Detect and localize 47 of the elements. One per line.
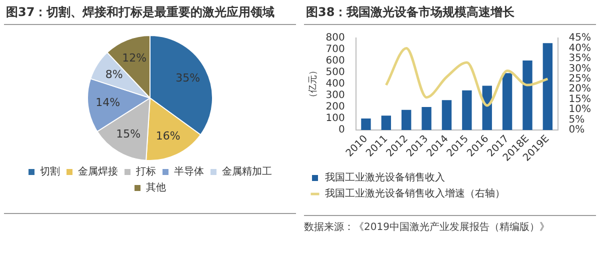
legend-label: 我国工业激光设备销售收入 [325,172,445,184]
y-tick-label: 600 [326,56,345,67]
legend-label: 其他 [146,182,166,194]
y-tick-label: 400 [326,78,345,90]
bar [462,90,472,130]
chart-title: 图37：切割、焊接和打标是最重要的激光应用领域 [4,0,296,25]
bar [542,43,553,130]
y-tick-label: 100 [326,113,345,124]
data-label: 35% [176,72,200,85]
legend-label: 金属焊接 [78,166,118,178]
bar [422,107,432,130]
bar [402,110,412,130]
y-tick-label: 0 [338,124,345,136]
y2-tick-label: 5% [568,114,585,126]
line-series [384,46,549,107]
y2-tick-label: 20% [568,84,592,95]
y-tick-label: 200 [326,102,345,113]
y2-tick-label: 30% [568,63,592,74]
y2-tick-label: 35% [568,53,592,64]
y-tick-label: 700 [326,44,345,56]
data-label: 16% [156,129,180,142]
legend-label: 切割 [40,166,60,178]
legend-label: 金属精加工 [222,166,272,178]
data-label: 8% [105,68,123,82]
y-tick-label: 500 [326,67,345,78]
bar [381,116,392,130]
data-label: 12% [122,51,147,64]
y2-tick-label: 45% [568,32,592,44]
y-tick-label: 300 [326,90,345,102]
y2-tick-label: 40% [568,42,592,54]
legend-label: 打标 [135,166,156,178]
bar [361,118,371,130]
y2-tick-label: 25% [568,74,592,85]
y2-tick-label: 15% [568,94,592,105]
y-axis-title: （亿元） [308,66,319,102]
source-note: 数据来源：《2019中国激光产业发展报告（精编版）》 [304,220,550,235]
legend-label: 我国工业激光设备销售收入增速（右轴） [325,188,505,200]
legend-label: 半导体 [174,166,204,178]
bar [502,73,512,130]
data-label: 14% [96,96,120,110]
chart-title: 图38：我国激光设备市场规模高速增长 [304,0,596,25]
y2-tick-label: 10% [568,104,592,116]
data-label: 15% [116,127,141,140]
y-tick-label: 800 [326,32,345,44]
bar [442,100,452,130]
bar [522,60,532,130]
y2-tick-label: 0% [568,124,585,136]
